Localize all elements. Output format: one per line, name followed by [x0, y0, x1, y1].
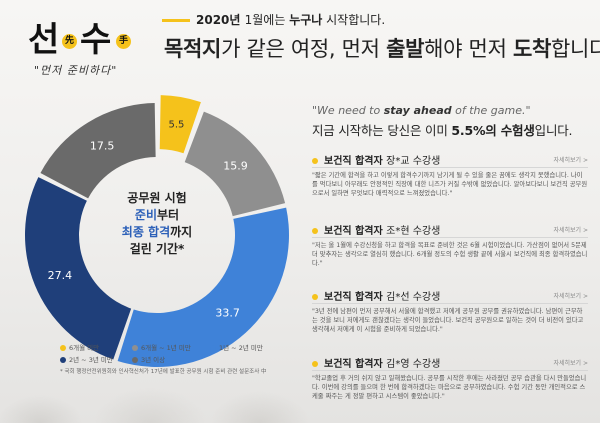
donut-slice [159, 95, 201, 154]
card-bullet-icon [312, 158, 318, 164]
legend-item: 3년 이상 [132, 354, 165, 364]
donut-slice [184, 111, 286, 217]
header-title: 목적지가 같은 여정, 먼저 출발해야 먼저 도착합니다. [164, 37, 600, 61]
donut-chart-svg: 5.5 15.9 33.7 27.4 17.5 [24, 95, 289, 367]
chart-footnote: * 국회 행정안전위원회와 인사혁신처가 17년에 발표한 공무원 시험 준비 … [60, 369, 267, 375]
card-bullet-icon [312, 361, 318, 367]
legend-swatch-icon [132, 345, 138, 351]
card-bullet-icon [312, 228, 318, 234]
logo-badge-2: 手 [116, 34, 131, 49]
card-bullet-icon [312, 294, 318, 300]
card-divider [312, 167, 588, 168]
brand-logo: 선 先 수 手 "먼저 준비하다" [28, 12, 148, 82]
card-title: 보건직 합격자 김*영 수강생 [324, 359, 441, 370]
legend-swatch-icon [60, 357, 66, 363]
legend-item: 6개월 미만 [60, 342, 99, 352]
card-title: 보건직 합격자 김*선 수강생 [324, 292, 441, 303]
slice-value-label: 15.9 [223, 159, 248, 172]
card-divider [312, 237, 588, 238]
logo-tagline: "먼저 준비하다" [34, 64, 118, 77]
card-title: 보건직 합격자 조*현 수강생 [324, 226, 441, 237]
card-divider [312, 303, 588, 304]
card-title: 보건직 합격자 장*교 수강생 [324, 156, 441, 167]
card-divider [312, 370, 588, 371]
logo-char-2: 수 [80, 20, 112, 60]
donut-slice [40, 103, 156, 199]
card-more-link[interactable]: 자세히보기 > [553, 227, 588, 234]
donut-slice [24, 177, 132, 360]
slice-value-label: 5.5 [168, 120, 184, 131]
right-headline: 지금 시작하는 당신은 이미 5.5%의 수험생입니다. [312, 123, 573, 138]
legend-swatch-icon [132, 357, 138, 363]
legend-item: 2년 ~ 3년 미만 [60, 354, 113, 364]
card-body: "짧은 기간에 합격을 하고 이렇게 합격수기까지 남기게 될 수 있을 줄은 … [312, 172, 588, 197]
chart-center-caption: 공무원 시험 준비부터 최종 합격까지 걸린 기간* [121, 191, 193, 256]
english-quote: "We need to stay ahead of the game." [312, 104, 531, 117]
donut-chart: 5.5 15.9 33.7 27.4 17.5 공무원 시험 준비부터 최종 합격까지 … [12, 90, 302, 380]
header-accent-line [162, 19, 190, 22]
header-subtitle: 2020년 1월에는 누구나 시작합니다. [196, 13, 386, 27]
logo-badge-1: 先 [62, 34, 77, 49]
legend-swatch-icon [210, 345, 216, 351]
card-more-link[interactable]: 자세히보기 > [553, 360, 588, 367]
card-body: "저는 올 1월에 수강신청을 하고 합격을 목표로 준비한 것은 6월 시험이… [312, 242, 588, 267]
card-more-link[interactable]: 자세히보기 > [553, 157, 588, 164]
donut-slice [117, 207, 289, 367]
logo-char-1: 선 [28, 20, 60, 60]
legend-swatch-icon [60, 345, 66, 351]
card-body: "3년 전에 남편이 먼저 공부해서 서울에 합격했고 저에게 공무원 공부를 … [312, 308, 584, 333]
slice-value-label: 17.5 [90, 139, 115, 152]
legend-item: 6개월 ~ 1년 미만 [132, 342, 191, 352]
legend-item: 1년 ~ 2년 미만 [210, 342, 263, 352]
card-more-link[interactable]: 자세히보기 > [553, 293, 588, 300]
slice-value-label: 27.4 [48, 269, 73, 282]
slice-value-label: 33.7 [215, 307, 240, 320]
card-body: "학교졸업 후 거의 쉬지 않고 일해왔습니다. 공부를 시작한 후에는 사라졌… [312, 375, 587, 400]
